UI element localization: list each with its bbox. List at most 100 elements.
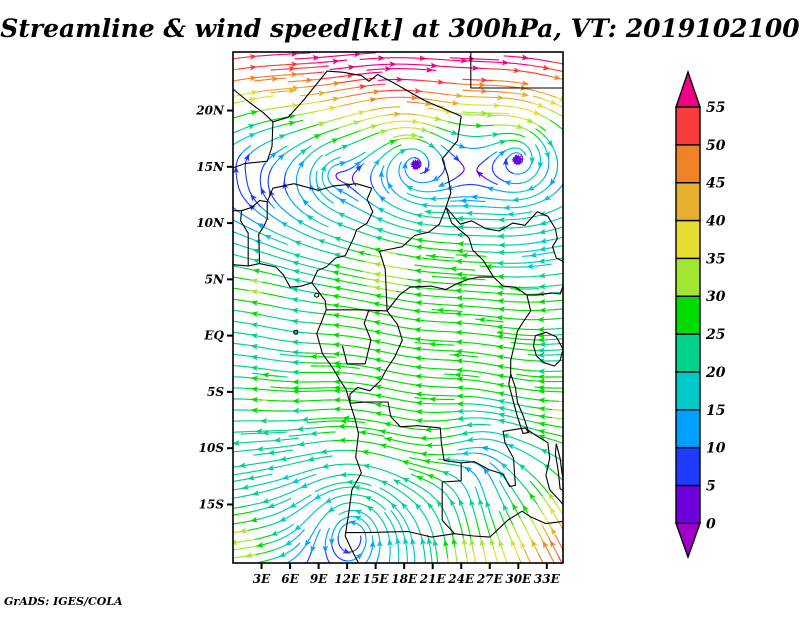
flow-arrow bbox=[294, 524, 302, 532]
streamline bbox=[233, 353, 304, 364]
streamline bbox=[233, 387, 247, 389]
flow-arrow bbox=[366, 505, 375, 513]
streamline bbox=[455, 423, 492, 428]
flow-arrow bbox=[338, 437, 346, 444]
flow-arrow bbox=[300, 482, 309, 489]
country-border bbox=[461, 427, 530, 488]
flow-arrow bbox=[332, 332, 340, 339]
streamline bbox=[539, 349, 563, 352]
streamline bbox=[454, 545, 458, 563]
streamline bbox=[480, 484, 488, 503]
island-outline bbox=[293, 329, 299, 335]
flow-arrows-layer bbox=[233, 52, 563, 561]
flow-arrow bbox=[539, 219, 548, 226]
streamline bbox=[233, 242, 255, 251]
streamline bbox=[555, 226, 563, 230]
flow-arrow bbox=[375, 228, 384, 234]
flow-arrow bbox=[419, 435, 427, 442]
streamline bbox=[327, 86, 359, 93]
flow-arrow bbox=[342, 547, 351, 554]
streamline bbox=[539, 435, 563, 444]
streamline bbox=[443, 462, 458, 466]
flow-arrow bbox=[502, 503, 509, 512]
streamline bbox=[377, 89, 423, 93]
flow-arrow bbox=[495, 290, 504, 297]
streamline bbox=[551, 144, 558, 159]
streamline bbox=[466, 555, 469, 563]
flow-arrow bbox=[455, 232, 464, 239]
flow-arrow bbox=[549, 178, 557, 186]
flow-arrow bbox=[415, 221, 424, 227]
streamline bbox=[248, 146, 260, 157]
streamline bbox=[269, 474, 314, 491]
flow-arrow bbox=[529, 252, 538, 258]
flow-arrow bbox=[456, 224, 465, 231]
streamline bbox=[483, 549, 488, 563]
x-axis-label: 33E bbox=[534, 572, 561, 586]
streamline bbox=[503, 272, 563, 278]
flow-arrow bbox=[420, 537, 427, 546]
streamline bbox=[303, 82, 340, 88]
flow-arrow bbox=[316, 184, 323, 193]
flow-arrow bbox=[425, 442, 433, 449]
flow-arrow bbox=[233, 165, 240, 174]
flow-arrow bbox=[372, 278, 381, 284]
streamline bbox=[383, 437, 454, 446]
streamline bbox=[483, 142, 499, 148]
flow-arrow bbox=[361, 449, 370, 456]
flow-arrow bbox=[373, 329, 381, 336]
flow-arrow bbox=[537, 352, 545, 359]
colorbar-segment bbox=[675, 446, 701, 487]
flow-arrow bbox=[458, 142, 467, 149]
flow-arrow bbox=[332, 322, 340, 329]
streamline bbox=[531, 205, 563, 218]
flow-arrow bbox=[472, 65, 480, 71]
flow-arrow bbox=[278, 551, 287, 558]
flow-arrow bbox=[498, 539, 505, 548]
flow-arrow bbox=[250, 375, 259, 382]
flow-arrow bbox=[538, 283, 546, 290]
island-outline bbox=[314, 292, 320, 298]
flow-arrow bbox=[340, 144, 349, 151]
country-border bbox=[526, 285, 563, 296]
flow-arrow bbox=[293, 240, 302, 247]
streamline bbox=[523, 548, 532, 563]
axes-layer: 3E 6E 9E 12E 15E 18E 21E 24E 27E 30E 33E 20N 15N 10N 5… bbox=[195, 51, 564, 586]
streamline bbox=[457, 161, 465, 177]
y-axis-label: 15N bbox=[196, 160, 225, 174]
flow-arrow bbox=[353, 515, 362, 522]
flow-arrow bbox=[543, 194, 552, 201]
flow-arrow bbox=[424, 426, 432, 433]
flow-arrow bbox=[414, 300, 423, 306]
country-border bbox=[532, 331, 563, 367]
flow-arrow bbox=[364, 496, 373, 502]
streamline bbox=[247, 526, 265, 531]
flow-arrow bbox=[389, 61, 397, 68]
flow-arrow bbox=[320, 164, 326, 173]
streamline bbox=[508, 139, 523, 144]
streamline bbox=[233, 91, 257, 97]
streamline bbox=[233, 511, 253, 516]
country-border bbox=[386, 276, 494, 312]
flow-arrow bbox=[352, 484, 361, 491]
flow-arrow bbox=[449, 498, 456, 507]
flow-arrow bbox=[250, 300, 259, 306]
streamline bbox=[540, 523, 543, 527]
flow-arrow bbox=[289, 501, 297, 509]
flow-arrow bbox=[537, 336, 545, 343]
flow-arrow bbox=[451, 99, 460, 106]
flow-arrow bbox=[388, 139, 397, 146]
flow-arrow bbox=[420, 126, 429, 133]
streamline bbox=[400, 460, 445, 473]
flow-arrow bbox=[424, 100, 433, 107]
streamline bbox=[262, 225, 297, 243]
flow-arrow bbox=[537, 368, 545, 375]
streamline bbox=[233, 276, 254, 281]
streamline bbox=[366, 285, 397, 292]
streamline bbox=[372, 204, 395, 217]
flow-arrow bbox=[496, 391, 505, 397]
streamline bbox=[450, 527, 456, 547]
streamline bbox=[233, 426, 320, 433]
flow-arrow bbox=[373, 271, 382, 278]
flow-arrow bbox=[255, 428, 263, 435]
